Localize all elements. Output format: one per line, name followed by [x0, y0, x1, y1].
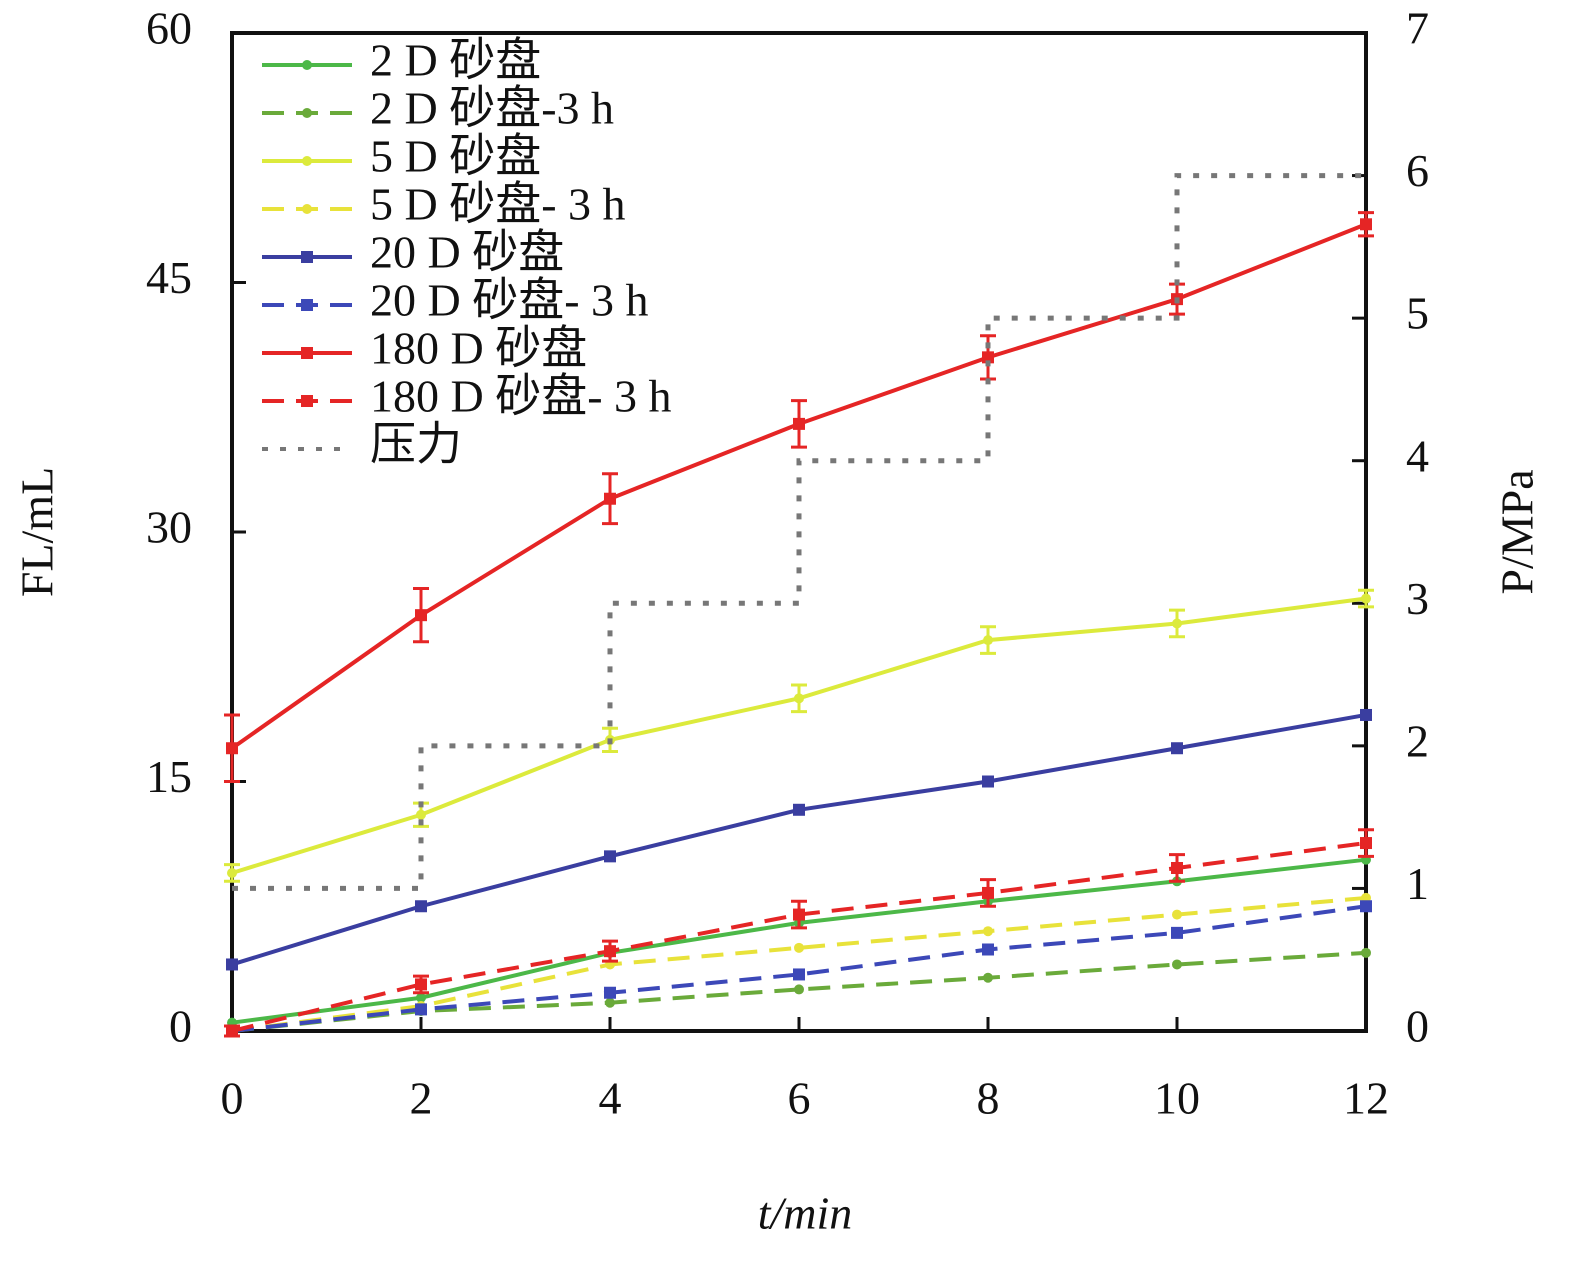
y-tick-label: 0: [169, 1001, 192, 1052]
y2-tick-label: 3: [1406, 573, 1429, 624]
data-point: [415, 900, 427, 913]
data-point: [983, 926, 993, 937]
data-point: [226, 1025, 238, 1037]
series-line: [231, 857, 1367, 1025]
y2-tick-label: 5: [1406, 288, 1429, 339]
legend-label: 2 D 砂盘-3 h: [370, 83, 614, 134]
y2-axis-title: P/MPa: [1492, 469, 1543, 594]
data-point: [1172, 959, 1182, 970]
series-line: [231, 596, 1367, 875]
legend-label: 20 D 砂盘- 3 h: [370, 275, 649, 326]
legend-label: 180 D 砂盘- 3 h: [370, 371, 672, 422]
y2-tick-label: 7: [1406, 3, 1429, 54]
series-line: [232, 173, 1366, 891]
data-point: [794, 942, 804, 953]
y2-tick-label: 1: [1406, 858, 1429, 909]
legend-label: 5 D 砂盘- 3 h: [370, 179, 626, 230]
legend-marker: [301, 395, 313, 407]
data-point: [1172, 909, 1182, 920]
data-point: [1360, 837, 1372, 850]
data-point: [983, 635, 993, 646]
data-point: [1360, 900, 1372, 913]
y-axis-title: FL/mL: [12, 467, 63, 597]
data-point: [1172, 618, 1182, 629]
data-point: [794, 693, 804, 704]
legend-marker: [302, 60, 312, 70]
data-point: [983, 972, 993, 983]
x-tick-label: 4: [599, 1073, 622, 1124]
y2-tick-label: 6: [1406, 145, 1429, 196]
data-point: [415, 609, 427, 622]
data-point: [793, 417, 805, 430]
legend-marker: [302, 108, 312, 118]
data-point: [982, 775, 994, 788]
series-line: [231, 841, 1367, 1033]
data-point: [227, 867, 237, 878]
legend-marker: [301, 251, 313, 263]
x-tick-label: 6: [788, 1073, 811, 1124]
y-tick-label: 60: [146, 3, 192, 54]
x-tick-label: 8: [977, 1073, 1000, 1124]
data-point: [794, 984, 804, 995]
data-point: [1361, 947, 1371, 958]
y2-tick-label: 0: [1406, 1001, 1429, 1052]
legend-label: 20 D 砂盘: [370, 227, 564, 278]
data-point: [415, 978, 427, 991]
data-point: [982, 943, 994, 956]
legend-marker: [302, 156, 312, 166]
data-point: [605, 997, 615, 1008]
data-point: [1171, 861, 1183, 874]
legend-marker: [302, 204, 312, 214]
data-point: [416, 809, 426, 820]
data-point: [1171, 742, 1183, 755]
data-point: [226, 958, 238, 971]
data-point: [793, 908, 805, 921]
y2-tick-label: 2: [1406, 715, 1429, 766]
data-point: [604, 986, 616, 999]
x-tick-label: 10: [1154, 1073, 1200, 1124]
legend-label: 180 D 砂盘: [370, 323, 587, 374]
data-point: [982, 351, 994, 364]
legend-label: 5 D 砂盘: [370, 131, 541, 182]
data-point: [793, 968, 805, 981]
y-tick-label: 45: [146, 252, 192, 303]
data-point: [1360, 708, 1372, 721]
data-point: [415, 1003, 427, 1016]
data-point: [604, 492, 616, 505]
data-point: [416, 992, 426, 1003]
y-tick-label: 30: [146, 502, 192, 553]
data-point: [226, 742, 238, 755]
data-point: [604, 850, 616, 863]
y2-tick-label: 4: [1406, 430, 1429, 481]
data-point: [1171, 926, 1183, 939]
x-tick-label: 12: [1343, 1073, 1389, 1124]
legend-label: 压力: [370, 419, 462, 470]
x-axis-title: t/min: [758, 1188, 853, 1239]
x-tick-label: 0: [221, 1073, 244, 1124]
legend-marker: [301, 347, 313, 359]
data-point: [604, 945, 616, 958]
data-point: [1361, 593, 1371, 604]
data-point: [793, 803, 805, 816]
legend-label: 2 D 砂盘: [370, 35, 541, 86]
y-tick-label: 15: [146, 751, 192, 802]
legend-marker: [301, 299, 313, 311]
data-point: [982, 886, 994, 899]
data-point: [1360, 218, 1372, 231]
x-tick-label: 2: [410, 1073, 433, 1124]
